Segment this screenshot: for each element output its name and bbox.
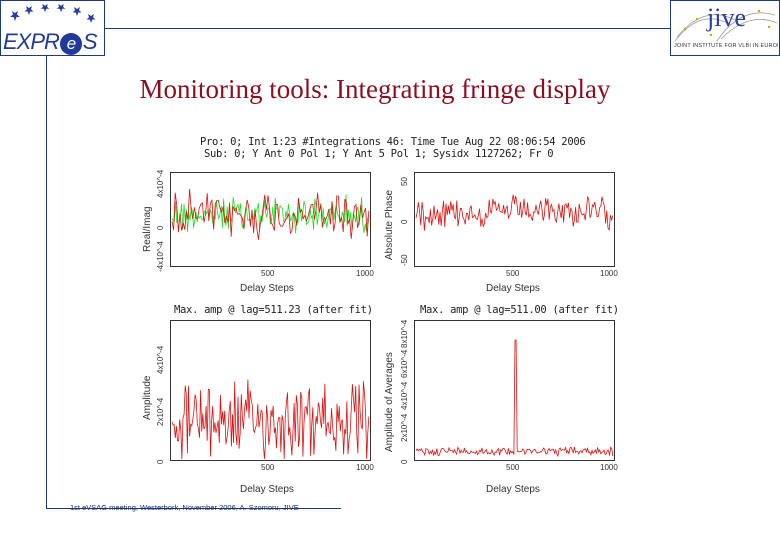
jive-antenna-arcs-icon (674, 9, 778, 42)
panel-amplitude-frame (170, 320, 371, 461)
top-rule (105, 28, 670, 29)
panel-phase-ytick-mid: 0 (400, 219, 409, 224)
eu-stars-icon (10, 4, 96, 23)
panel-averages-ytick-4: 4x10^-4 (400, 381, 409, 410)
bottom-rule (46, 508, 341, 509)
panel-real-imag-xtick-1000: 1000 (356, 269, 374, 278)
panel-phase (414, 172, 615, 267)
panel-amplitude (170, 320, 371, 461)
panel-amplitude-ytick-bottom: 0 (156, 459, 165, 464)
expres-wordmark: EXPR e S (3, 29, 98, 55)
expres-logo: EXPR e S (0, 0, 105, 56)
panel-averages-ylabel: Amplitude of Averages (384, 352, 395, 452)
series-averages-trace (415, 339, 614, 458)
panel-averages-ytick-2: 2x10^-4 (400, 413, 409, 442)
panel-real-imag-ylabel: Real/Imag (142, 206, 153, 252)
panel-averages-ytick-8: 8x10^-4 (400, 319, 409, 348)
series-phase-trace (415, 194, 614, 231)
panel-phase-ytick-top: 50 (400, 177, 409, 186)
panel-real-imag-ytick-bottom: -4x10^-4 (156, 241, 165, 272)
panel-real-imag-ytick-top: 4x10^-4 (156, 169, 165, 198)
panel-amplitude-xlabel: Delay Steps (240, 484, 294, 495)
panel-real-imag-xlabel: Delay Steps (240, 283, 294, 294)
fringe-display-figure: Pro: 0; Int 1:23 #Integrations 46: Time … (128, 130, 628, 500)
panel-averages (414, 320, 615, 461)
figure-header-line-2: Sub: 0; Y Ant 0 Pol 1; Y Ant 5 Pol 1; Sy… (204, 148, 554, 160)
panel-phase-ytick-bottom: -50 (400, 254, 409, 266)
panel-amp-title: Max. amp @ lag=511.23 (after fit) (174, 304, 373, 316)
figure-header-line-1: Pro: 0; Int 1:23 #Integrations 46: Time … (200, 136, 586, 148)
panel-phase-xlabel: Delay Steps (486, 283, 540, 294)
panel-amplitude-ylabel: Amplitude (142, 375, 153, 420)
panel-amplitude-xtick-1000: 1000 (356, 463, 374, 472)
panel-phase-frame (414, 172, 615, 267)
panel-amplitude-ytick-top: 4x10^-4 (156, 345, 165, 374)
jive-wordmark: jive (707, 3, 746, 32)
panel-averages-ytick-6: 6x10^-4 (400, 349, 409, 378)
panel-averages-ytick-0: 0 (400, 459, 409, 464)
panel-averages-xtick-500: 500 (506, 463, 520, 472)
panel-avg-title: Max. amp @ lag=511.00 (after fit) (420, 304, 619, 316)
panel-averages-xtick-1000: 1000 (600, 463, 618, 472)
jive-subtitle: JOINT INSTITUTE FOR VLBI IN EUROPE (674, 43, 778, 49)
panel-real-imag-xtick-500: 500 (261, 269, 275, 278)
slide-title: Monitoring tools: Integrating fringe dis… (139, 74, 611, 104)
expres-e-mark: e (59, 33, 82, 55)
panel-phase-xtick-500: 500 (506, 269, 520, 278)
series-real-trace (171, 188, 370, 240)
left-rule (46, 56, 47, 508)
panel-phase-ylabel: Absolute Phase (384, 189, 395, 260)
series-amplitude-trace (171, 379, 370, 460)
panel-real-imag (170, 172, 371, 267)
footer-text: 1st eVSAG meeting, Westerbork, November … (70, 503, 299, 512)
jive-logo: jive JOINT INSTITUTE FOR VLBI IN EUROPE (670, 0, 780, 56)
panel-real-imag-ytick-mid: 0 (156, 225, 165, 230)
panel-averages-xlabel: Delay Steps (486, 484, 540, 495)
panel-amplitude-xtick-500: 500 (261, 463, 275, 472)
panel-amplitude-ytick-mid: 2x10^-4 (156, 397, 165, 426)
panel-phase-xtick-1000: 1000 (600, 269, 618, 278)
